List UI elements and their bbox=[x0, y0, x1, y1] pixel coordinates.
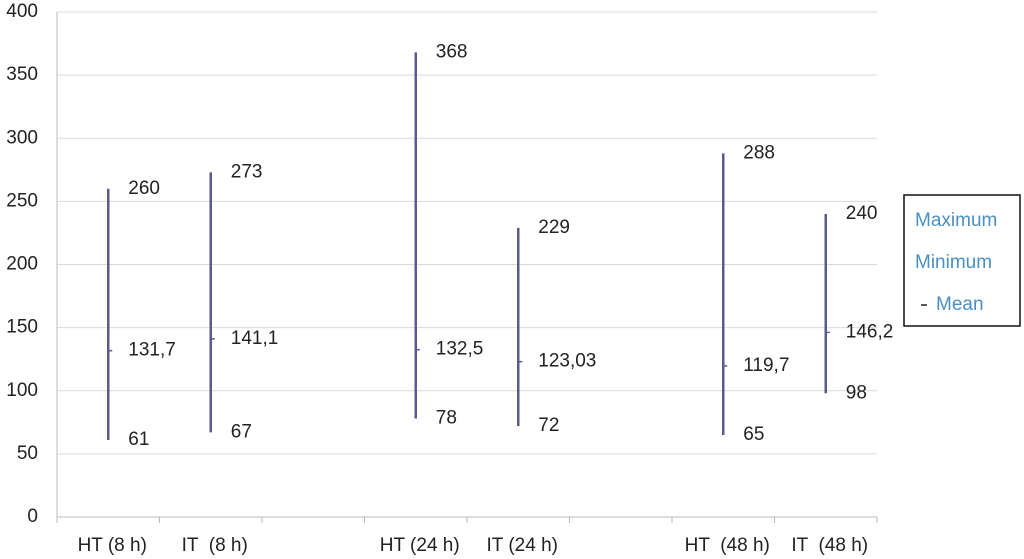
min-label: 65 bbox=[743, 424, 764, 445]
mean-label: 141,1 bbox=[231, 328, 279, 349]
min-label: 72 bbox=[538, 415, 559, 436]
min-label: 67 bbox=[231, 421, 252, 442]
mean-label: 146,2 bbox=[846, 321, 894, 342]
x-tick-label: HT (8 h) bbox=[78, 535, 147, 556]
legend-label: Maximum bbox=[915, 210, 997, 231]
y-tick-label: 150 bbox=[6, 317, 38, 338]
max-label: 288 bbox=[743, 142, 775, 163]
y-tick-label: 0 bbox=[27, 506, 38, 527]
max-label: 240 bbox=[846, 203, 878, 224]
max-label: 260 bbox=[128, 178, 160, 199]
legend-box bbox=[903, 194, 1021, 327]
max-label: 229 bbox=[538, 217, 570, 238]
y-tick-label: 100 bbox=[6, 380, 38, 401]
min-label: 78 bbox=[436, 408, 457, 429]
mean-label: 123,03 bbox=[538, 351, 596, 372]
min-label: 98 bbox=[846, 382, 867, 403]
min-label: 61 bbox=[128, 429, 149, 450]
y-tick-label: 50 bbox=[17, 443, 38, 464]
mean-label: 131,7 bbox=[128, 340, 176, 361]
x-tick-label: IT (24 h) bbox=[487, 535, 558, 556]
y-tick-label: 300 bbox=[6, 127, 38, 148]
x-tick-label: HT (24 h) bbox=[380, 535, 460, 556]
x-tick-label: IT (48 h) bbox=[791, 535, 868, 556]
y-tick-label: 200 bbox=[6, 254, 38, 275]
y-tick-label: 250 bbox=[6, 190, 38, 211]
mean-label: 132,5 bbox=[436, 339, 484, 360]
max-label: 368 bbox=[436, 41, 468, 62]
max-label: 273 bbox=[231, 161, 263, 182]
y-tick-label: 400 bbox=[6, 1, 38, 22]
legend-label: Mean bbox=[936, 294, 984, 315]
legend-label: Minimum bbox=[915, 252, 992, 273]
y-tick-label: 350 bbox=[6, 64, 38, 85]
x-tick-label: HT (48 h) bbox=[685, 535, 770, 556]
x-tick-label: IT (8 h) bbox=[182, 535, 248, 556]
mean-label: 119,7 bbox=[743, 355, 789, 376]
